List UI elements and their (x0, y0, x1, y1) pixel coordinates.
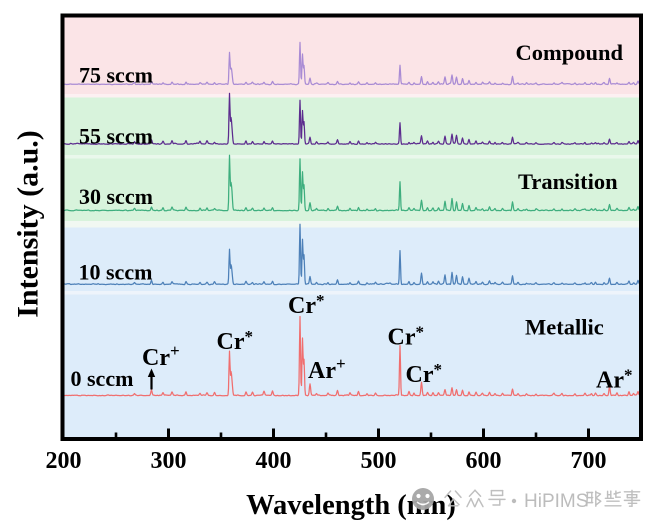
svg-text:300: 300 (151, 448, 187, 474)
svg-text:Transition: Transition (518, 169, 618, 194)
svg-text:30 sccm: 30 sccm (79, 184, 153, 209)
svg-text:0 sccm: 0 sccm (71, 366, 134, 391)
svg-text:400: 400 (256, 448, 292, 474)
svg-text:500: 500 (361, 448, 397, 474)
svg-text:55 sccm: 55 sccm (79, 124, 153, 149)
svg-text:600: 600 (466, 448, 502, 474)
svg-text:200: 200 (46, 448, 82, 474)
svg-text:Compound: Compound (516, 40, 624, 65)
svg-text:HiPIMS: HiPIMS (524, 491, 588, 512)
svg-text:700: 700 (571, 448, 607, 474)
svg-text:10 sccm: 10 sccm (79, 260, 153, 285)
svg-text:75 sccm: 75 sccm (79, 63, 153, 88)
svg-text:Metallic: Metallic (525, 315, 604, 340)
svg-text:Cr*: Cr* (406, 360, 442, 388)
svg-text:Intensity (a.u.): Intensity (a.u.) (12, 130, 45, 318)
